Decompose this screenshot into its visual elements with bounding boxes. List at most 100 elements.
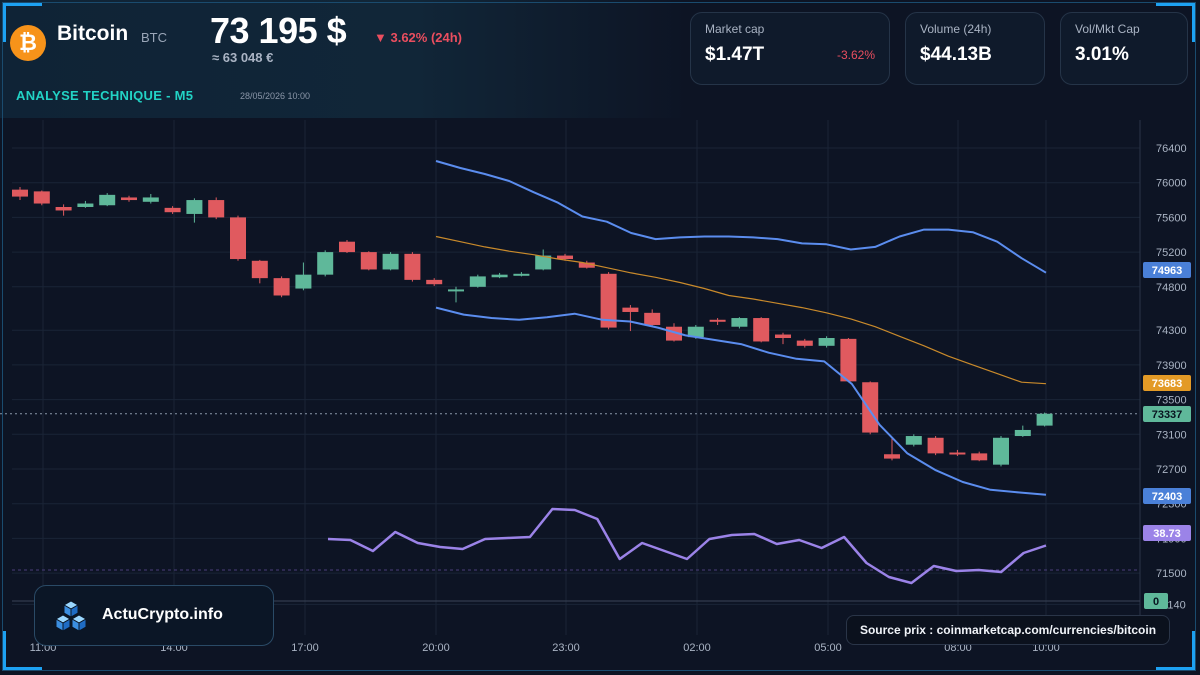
price-tick-label: 71500 bbox=[1156, 568, 1187, 580]
rsi-value-tag bbox=[1143, 525, 1191, 541]
bitcoin-logo-icon: ₿ bbox=[10, 25, 46, 61]
candle-up bbox=[142, 197, 159, 202]
stat-change: -3.62% bbox=[836, 48, 875, 62]
stat-card-volume: Volume (24h) $44.13B bbox=[905, 12, 1045, 85]
candle-down bbox=[927, 437, 944, 454]
rsi-floor-label: 0 bbox=[1153, 596, 1159, 608]
candle-down bbox=[949, 452, 966, 455]
candle-down bbox=[360, 252, 377, 270]
candle-down bbox=[33, 191, 50, 204]
candle-down bbox=[404, 253, 421, 280]
ma-value-label: 73683 bbox=[1152, 378, 1183, 390]
stat-label: Market cap bbox=[705, 22, 765, 36]
price-eur: ≈ 63 048 € bbox=[212, 50, 274, 65]
moving-average-line bbox=[435, 235, 1047, 385]
candle-down bbox=[775, 334, 791, 338]
stat-label: Vol/Mkt Cap bbox=[1075, 22, 1140, 36]
cubes-icon bbox=[54, 600, 88, 632]
candle-down bbox=[644, 312, 661, 325]
header-background bbox=[0, 0, 690, 118]
price-tick-label: 75600 bbox=[1156, 212, 1187, 224]
price-tick-label: 76000 bbox=[1156, 178, 1187, 190]
bollinger-lower-line bbox=[435, 306, 1047, 496]
last-price-value-tag bbox=[1143, 406, 1191, 422]
coin-name: Bitcoin bbox=[57, 22, 129, 45]
candle-down bbox=[208, 200, 225, 218]
analysis-title: ANALYSE TECHNIQUE - M5 bbox=[16, 88, 194, 103]
candle-up bbox=[448, 289, 464, 292]
candle-up bbox=[1036, 413, 1053, 426]
candle-up bbox=[99, 194, 116, 206]
bollinger-lower-value-tag bbox=[1143, 488, 1191, 504]
candle-down bbox=[251, 260, 268, 279]
candle-down bbox=[600, 273, 617, 328]
price-tick-label: 73500 bbox=[1156, 395, 1187, 407]
candle-down bbox=[796, 340, 813, 346]
time-tick-label: 05:00 bbox=[814, 642, 842, 654]
time-tick-label: 02:00 bbox=[683, 642, 711, 654]
candle-down bbox=[273, 278, 290, 296]
stat-card-vol-mkt-cap: Vol/Mkt Cap 3.01% bbox=[1060, 12, 1188, 85]
ma-value-tag bbox=[1143, 375, 1191, 391]
candle-down bbox=[622, 307, 639, 312]
candle-down bbox=[426, 279, 443, 285]
bollinger-upper-value-label: 74963 bbox=[1152, 265, 1183, 277]
candle-up bbox=[382, 253, 399, 270]
candle-up bbox=[513, 273, 530, 276]
price-tick-label: 74800 bbox=[1156, 282, 1187, 294]
candle-down bbox=[12, 189, 28, 197]
stat-value: 3.01% bbox=[1075, 44, 1129, 65]
stat-value: $1.47T bbox=[705, 44, 765, 65]
candle-down bbox=[971, 453, 988, 461]
time-tick-label: 08:00 bbox=[944, 642, 972, 654]
price-usd: 73 195 $ bbox=[210, 10, 347, 51]
time-tick-label: 20:00 bbox=[422, 642, 450, 654]
price-change-24h: ▼ 3.62% (24h) bbox=[374, 30, 463, 45]
stat-label: Volume (24h) bbox=[920, 22, 992, 36]
price-tick-label: 75200 bbox=[1156, 247, 1187, 259]
candle-down bbox=[230, 217, 246, 260]
candle-up bbox=[993, 437, 1009, 465]
candle-up bbox=[491, 274, 508, 278]
rsi-floor-tag bbox=[1144, 593, 1168, 609]
candle-down bbox=[55, 206, 72, 211]
candle-up bbox=[687, 326, 704, 338]
candle-down bbox=[339, 241, 355, 253]
candle-up bbox=[535, 255, 552, 270]
price-tick-label: 76400 bbox=[1156, 143, 1187, 155]
stat-card-market-cap: Market cap $1.47T -3.62% bbox=[690, 12, 890, 85]
bollinger-upper-value-tag bbox=[1143, 262, 1191, 278]
rsi-value-label: 38.73 bbox=[1153, 528, 1181, 540]
candle-up bbox=[818, 337, 835, 346]
candle-up bbox=[295, 274, 312, 289]
candle-up bbox=[77, 203, 94, 207]
price-source-label: Source prix : coinmarketcap.com/currenci… bbox=[846, 615, 1170, 645]
price-tick-label: 72700 bbox=[1156, 464, 1187, 476]
candle-down bbox=[862, 382, 879, 433]
candle-down bbox=[709, 319, 726, 322]
candle-up bbox=[317, 252, 334, 275]
candle-up bbox=[469, 276, 486, 287]
candle-up bbox=[1014, 429, 1031, 437]
stat-value: $44.13B bbox=[920, 44, 992, 65]
price-tick-label: 73900 bbox=[1156, 360, 1187, 372]
candle-down bbox=[753, 318, 770, 342]
bollinger-lower-value-label: 72403 bbox=[1152, 491, 1183, 503]
brand-badge: ActuCrypto.info bbox=[34, 585, 274, 646]
price-tick-label: 74300 bbox=[1156, 325, 1187, 337]
brand-name: ActuCrypto.info bbox=[102, 606, 223, 623]
coin-symbol: BTC bbox=[141, 30, 167, 45]
time-tick-label: 10:00 bbox=[1032, 642, 1060, 654]
candle-down bbox=[121, 197, 137, 201]
price-tick-label: 73100 bbox=[1156, 429, 1187, 441]
candle-down bbox=[884, 454, 900, 459]
last-price-value-label: 73337 bbox=[1152, 409, 1183, 421]
candle-down bbox=[557, 255, 573, 260]
candle-up bbox=[186, 200, 203, 214]
candle-down bbox=[578, 262, 595, 268]
candle-up bbox=[731, 318, 748, 327]
bollinger-upper-line bbox=[435, 160, 1047, 274]
candle-up bbox=[905, 436, 922, 445]
analysis-date: 28/05/2026 10:00 bbox=[240, 91, 311, 101]
